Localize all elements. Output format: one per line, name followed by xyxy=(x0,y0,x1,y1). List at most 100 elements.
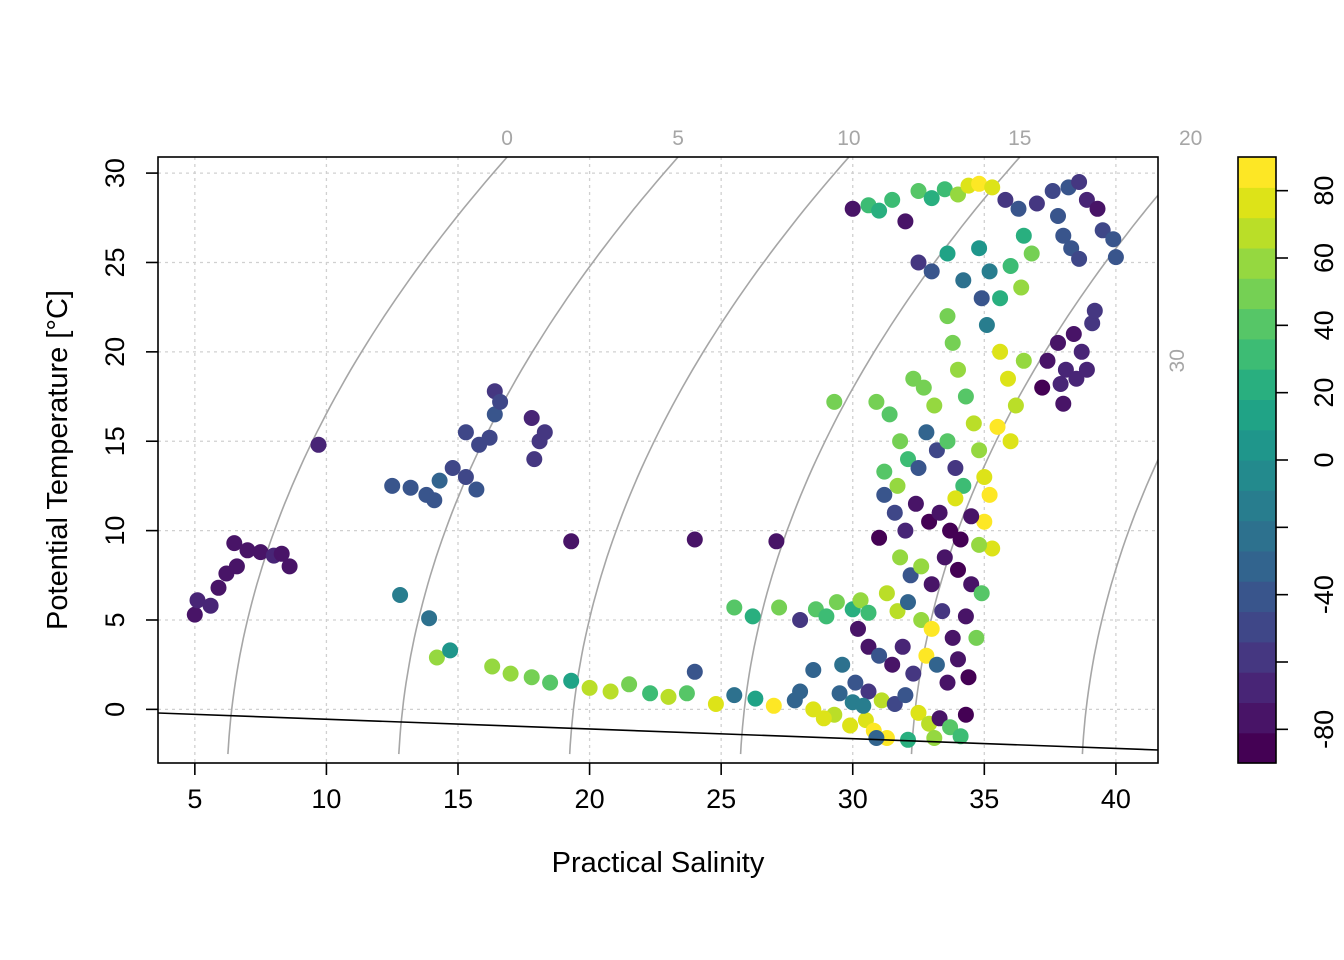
data-point xyxy=(1071,250,1088,267)
data-point xyxy=(481,429,498,446)
colorbar-segment xyxy=(1238,702,1276,734)
data-point xyxy=(971,240,988,257)
colorbar-segment xyxy=(1238,520,1276,552)
data-point xyxy=(1044,183,1061,199)
colorbar-segment xyxy=(1238,278,1276,310)
x-tick-label: 35 xyxy=(969,784,999,814)
data-point xyxy=(523,669,540,686)
x-tick-label: 25 xyxy=(706,784,736,814)
data-point xyxy=(502,665,519,682)
data-point xyxy=(918,424,935,441)
data-point xyxy=(457,424,474,441)
density-contour xyxy=(398,157,680,755)
data-point xyxy=(928,656,945,673)
data-point xyxy=(426,492,443,509)
data-point xyxy=(973,585,990,602)
data-point xyxy=(892,549,909,566)
data-point xyxy=(971,442,988,459)
data-point xyxy=(984,179,1001,196)
data-point xyxy=(805,662,822,678)
y-tick-label: 5 xyxy=(100,612,130,627)
data-point xyxy=(421,610,438,627)
data-point xyxy=(281,558,298,575)
data-point xyxy=(1002,433,1019,450)
colorbar-tick-label: -80 xyxy=(1309,710,1339,749)
data-point xyxy=(1055,227,1072,244)
data-point xyxy=(860,638,877,655)
density-contour-label: 30 xyxy=(1166,349,1189,372)
density-contour-label: 10 xyxy=(837,127,860,150)
data-point xyxy=(1065,326,1082,342)
y-tick-label: 20 xyxy=(100,337,130,367)
data-point xyxy=(444,460,461,476)
data-point xyxy=(939,308,956,325)
data-point xyxy=(971,536,988,553)
density-contour xyxy=(1081,457,1158,755)
data-point xyxy=(897,687,914,704)
data-point xyxy=(955,477,972,494)
data-point xyxy=(926,730,943,746)
data-point xyxy=(1068,370,1085,387)
data-point xyxy=(202,597,219,614)
data-point xyxy=(852,592,869,609)
data-point xyxy=(905,665,922,682)
data-point xyxy=(189,592,206,609)
data-point xyxy=(910,704,927,721)
data-point xyxy=(942,522,959,539)
colorbar-segment xyxy=(1238,247,1276,279)
colorbar: -80 -40 0 20 40 60 80 xyxy=(1237,156,1339,764)
data-point xyxy=(526,451,543,468)
data-point xyxy=(886,504,903,521)
data-point xyxy=(1010,200,1027,217)
data-point xyxy=(915,379,932,396)
colorbar-segment xyxy=(1238,338,1276,370)
data-point xyxy=(1089,200,1106,217)
data-point xyxy=(1028,195,1045,212)
data-point xyxy=(963,576,980,593)
data-point xyxy=(957,608,974,625)
data-point xyxy=(936,549,953,566)
data-point xyxy=(457,469,474,485)
colorbar-segment xyxy=(1238,550,1276,582)
data-point xyxy=(805,701,822,718)
data-point xyxy=(981,263,998,280)
data-point xyxy=(950,561,966,578)
data-point xyxy=(686,663,703,680)
data-point xyxy=(889,477,906,494)
colorbar-segment xyxy=(1238,217,1276,249)
data-point xyxy=(939,674,956,691)
data-point xyxy=(468,481,485,498)
data-point xyxy=(563,533,580,550)
y-axis-title: Potential Temperature [°C] xyxy=(42,290,74,630)
data-point xyxy=(210,579,227,596)
data-point xyxy=(934,603,951,620)
colorbar-segment xyxy=(1238,490,1276,522)
data-point xyxy=(726,599,743,616)
data-point xyxy=(976,513,993,530)
data-point xyxy=(868,393,885,410)
data-point xyxy=(1015,352,1032,369)
data-point xyxy=(902,567,919,584)
data-point xyxy=(726,687,743,704)
colorbar-tick-label: -40 xyxy=(1309,575,1339,614)
data-point xyxy=(989,418,1006,435)
colorbar-segment xyxy=(1238,641,1276,673)
data-point xyxy=(1084,315,1101,332)
data-point xyxy=(957,706,974,723)
y-tick-label: 15 xyxy=(100,426,130,456)
data-point xyxy=(892,433,909,450)
data-point xyxy=(944,334,961,351)
data-point xyxy=(984,540,1001,557)
colorbar-segment xyxy=(1238,399,1276,431)
data-point xyxy=(1013,279,1030,296)
data-point xyxy=(950,186,966,203)
colorbar-segment xyxy=(1238,429,1276,461)
data-point xyxy=(428,649,445,666)
data-point xyxy=(944,629,961,646)
density-contour xyxy=(739,157,1021,755)
data-point xyxy=(392,587,409,603)
data-point xyxy=(431,472,448,489)
data-point xyxy=(771,599,788,616)
density-contour-label: 20 xyxy=(1179,127,1202,150)
